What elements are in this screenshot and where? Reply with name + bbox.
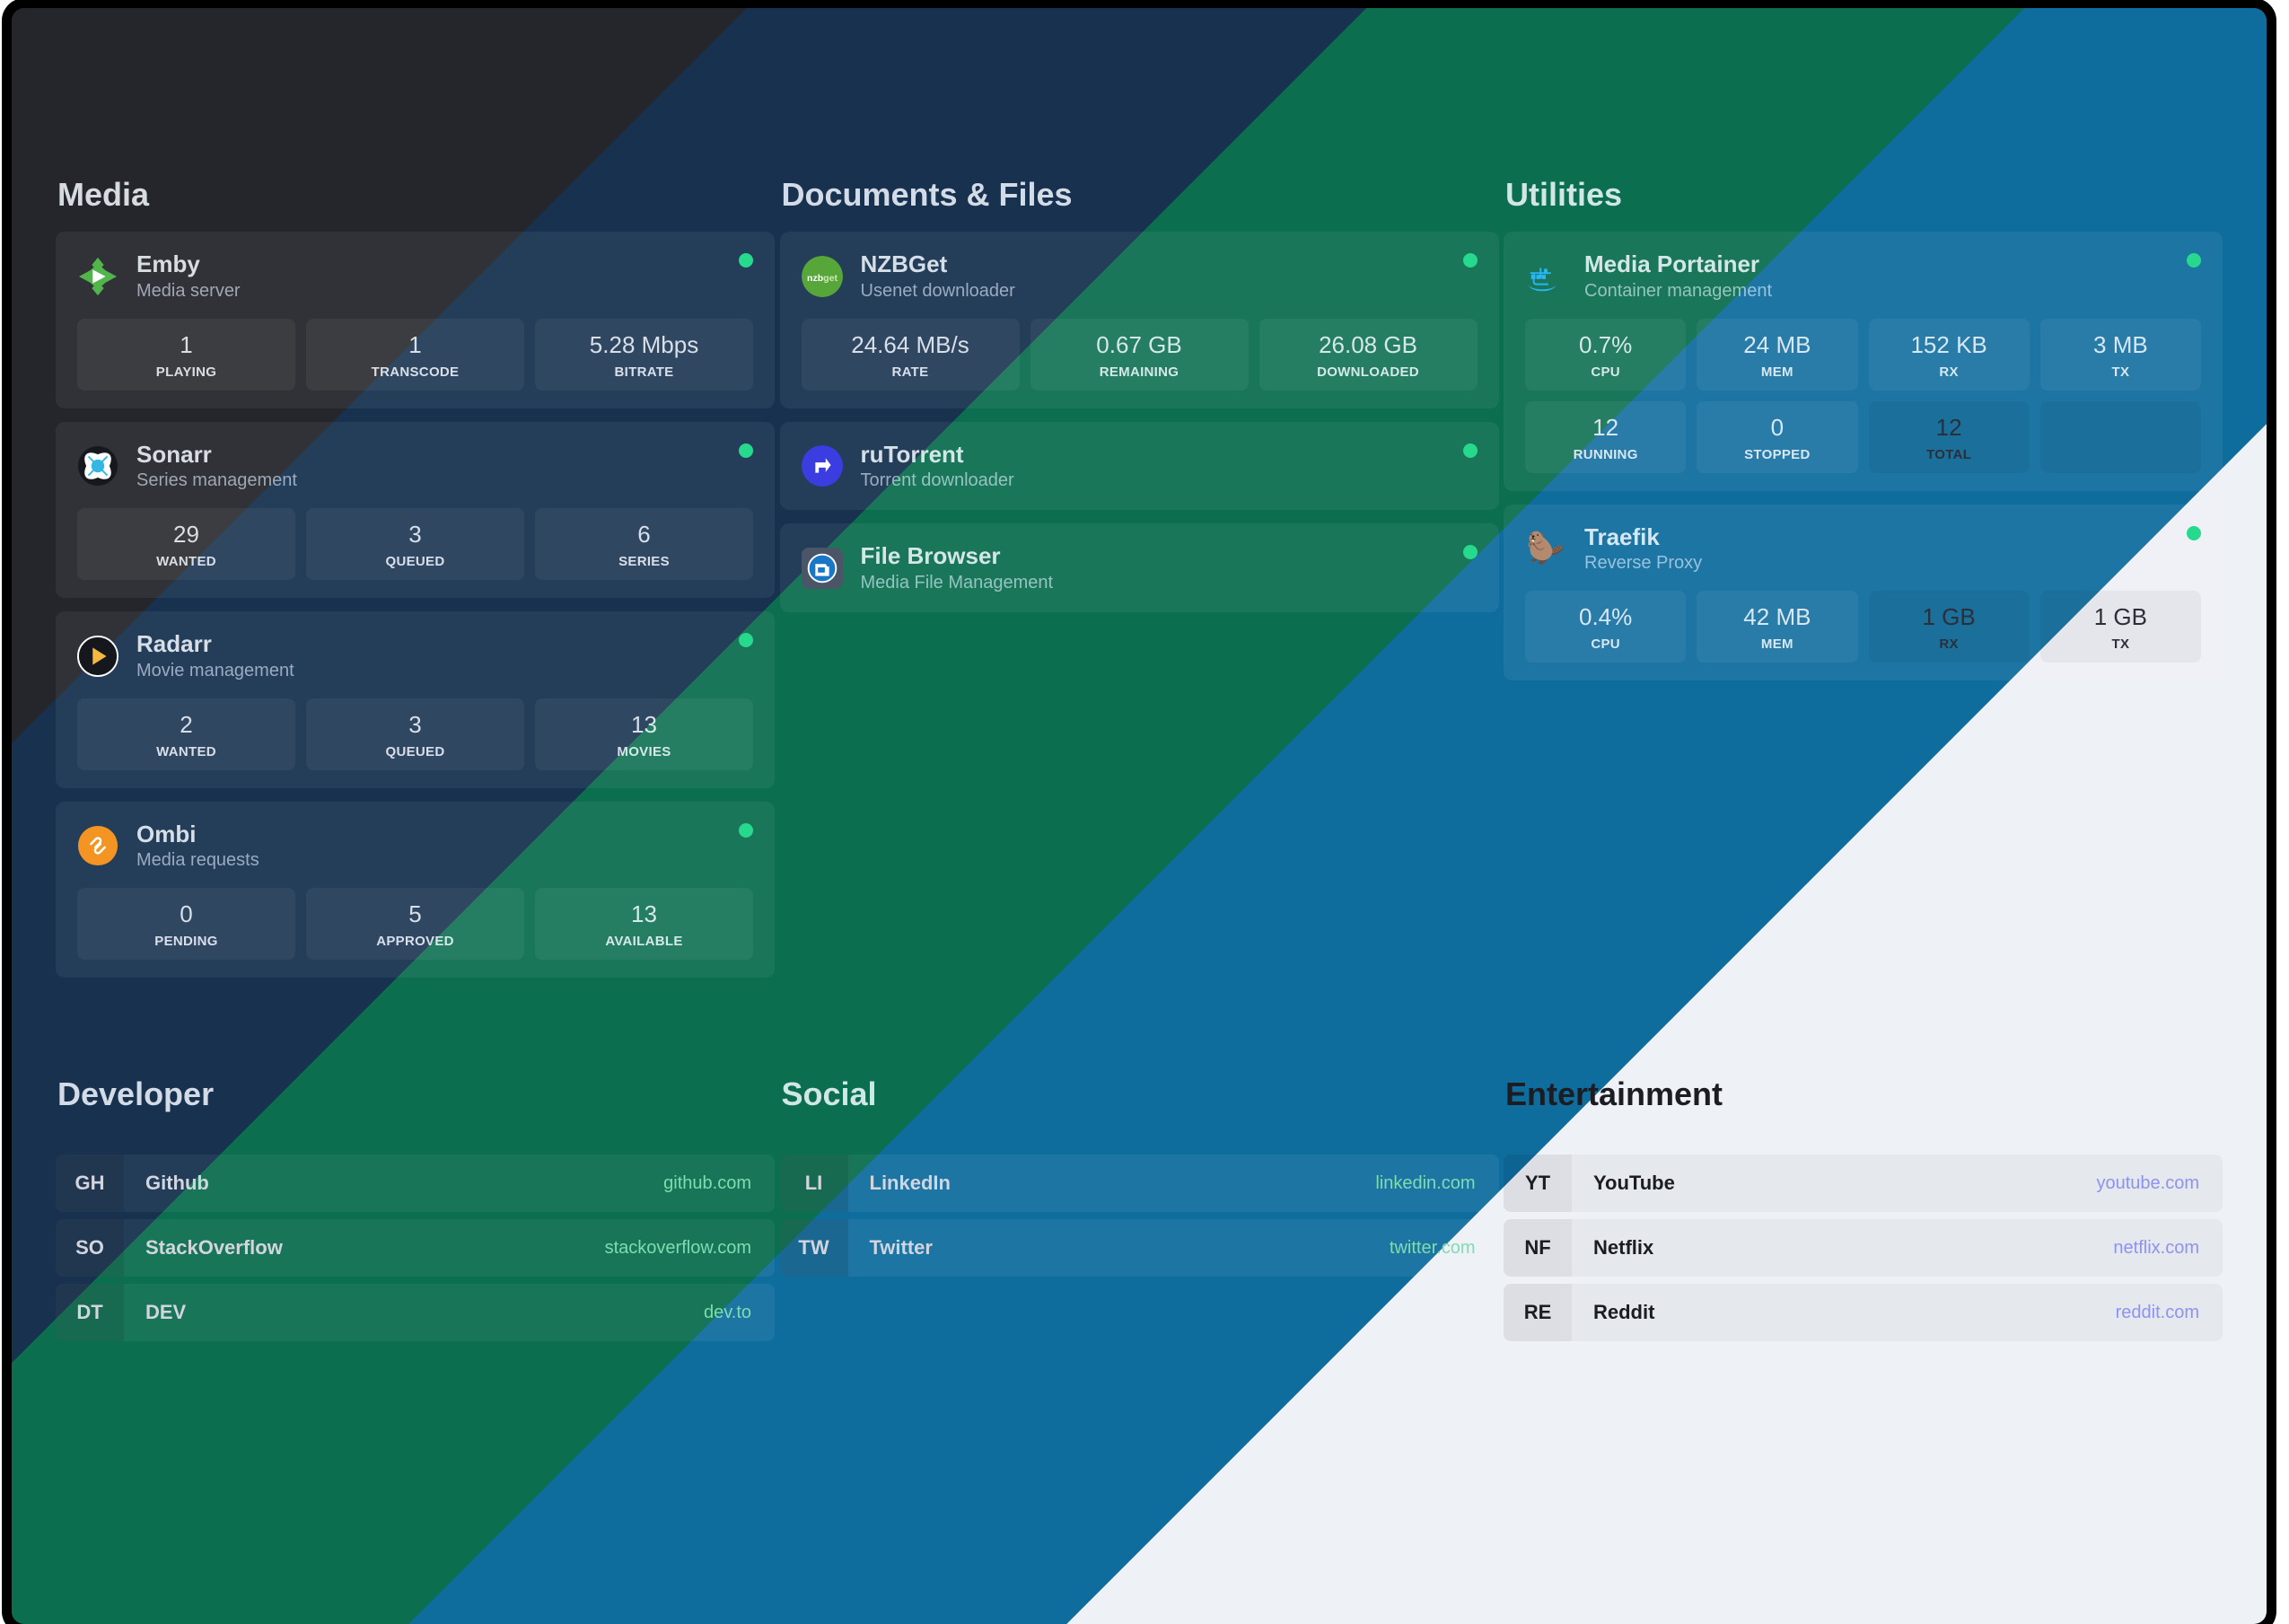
svg-text:nzbget: nzbget — [807, 272, 838, 283]
